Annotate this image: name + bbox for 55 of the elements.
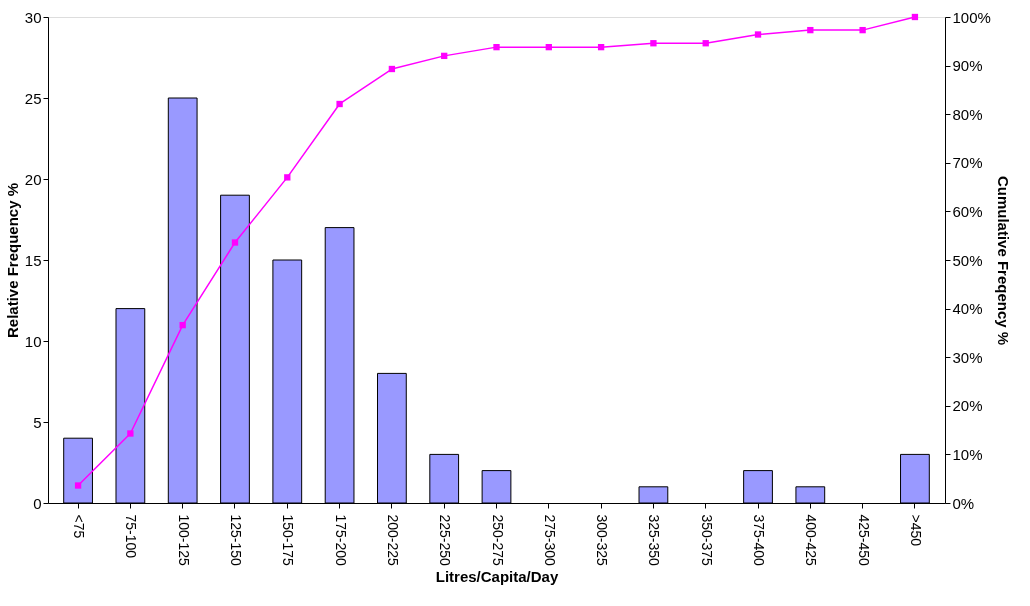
x-tick-label: 275-300 — [541, 514, 558, 567]
point — [911, 13, 919, 21]
point — [441, 52, 448, 60]
y-tick-label: 20 — [24, 170, 42, 188]
x-tick-label: 100-125 — [175, 514, 192, 567]
x-axis-title: Litres/Capita/Day — [435, 567, 559, 585]
point — [807, 26, 814, 34]
y2-tick-label: 50% — [952, 251, 983, 269]
x-tick-label: 250-275 — [489, 514, 506, 567]
x-tick-label: 425-450 — [855, 514, 872, 567]
x-tick-label: >450 — [907, 514, 924, 547]
x-tick-label: <75 — [71, 514, 88, 539]
y2-tick-label: 10% — [952, 445, 983, 463]
point — [545, 43, 552, 51]
y-tick-label: 25 — [24, 89, 42, 107]
y-axis-title: Relative Frequency % — [3, 182, 21, 339]
point — [336, 100, 343, 108]
y-tick-label: 15 — [24, 251, 42, 269]
x-tick-label: 200-225 — [384, 514, 401, 567]
x-tick-label: 175-200 — [332, 514, 349, 567]
y2-tick-label: 40% — [952, 300, 983, 318]
point — [74, 482, 82, 489]
y-tick-label: 0 — [33, 494, 42, 512]
point — [284, 174, 291, 181]
point — [493, 43, 500, 51]
x-tick-label: 375-400 — [751, 514, 768, 567]
point — [231, 239, 239, 246]
point — [859, 26, 866, 34]
point — [754, 31, 762, 38]
x-tick-label: 300-325 — [594, 514, 611, 567]
y2-tick-label: 70% — [952, 154, 983, 172]
x-tick-label: 125-150 — [227, 514, 244, 567]
y2-tick-label: 60% — [952, 202, 983, 220]
point — [179, 321, 186, 329]
point — [388, 65, 396, 73]
x-tick-label: 225-250 — [437, 514, 454, 567]
x-tick-label: 400-425 — [803, 514, 820, 567]
point — [597, 43, 605, 51]
y2-tick-label: 80% — [952, 105, 983, 123]
y-tick-label: 5 — [33, 413, 42, 431]
x-tick-label: 350-375 — [698, 514, 715, 567]
y2-tick-label: 30% — [952, 348, 983, 366]
y2-tick-label: 20% — [952, 397, 983, 415]
x-tick-label: 75-100 — [123, 514, 140, 559]
y2-axis-title: Cumulative Freqency % — [994, 175, 1012, 346]
y-tick-label: 30 — [24, 8, 42, 26]
x-tick-label: 325-350 — [646, 514, 663, 567]
y2-tick-label: 90% — [952, 57, 983, 75]
point — [127, 430, 134, 437]
y2-tick-label: 0% — [952, 494, 975, 512]
y2-tick-label: 100% — [952, 8, 991, 26]
x-tick-label: 150-175 — [280, 514, 297, 567]
y-tick-label: 10 — [24, 332, 42, 350]
point — [702, 40, 709, 47]
point — [650, 40, 657, 47]
